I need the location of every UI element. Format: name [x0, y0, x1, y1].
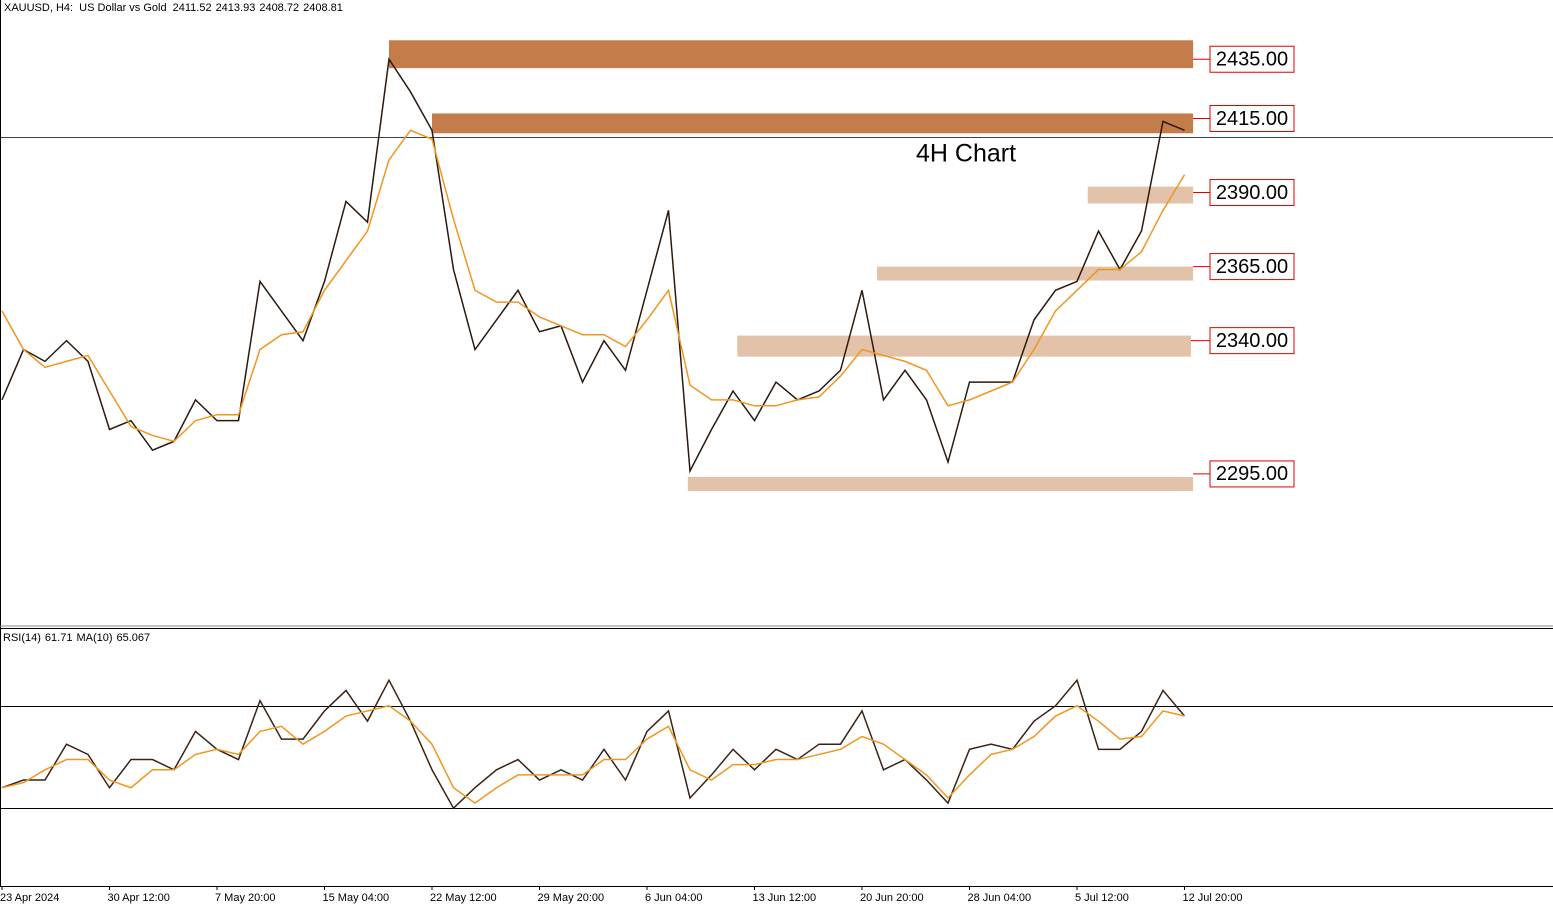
zone: [389, 40, 1194, 69]
annotation: 4H Chart: [916, 140, 1016, 168]
x-tick-label: 29 May 20:00: [538, 892, 605, 904]
rsi-header: RSI(14) 61.71 MA(10) 65.067: [3, 632, 150, 644]
level-label-box: [1209, 104, 1295, 132]
chart-title: XAUUSD, H4: US Dollar vs Gold: [4, 2, 167, 14]
level-label: 2340.00: [1216, 330, 1288, 352]
rsi-ma-value: 65.067: [117, 632, 151, 644]
zone: [687, 476, 1194, 492]
x-tick-label: 5 Jul 12:00: [1075, 892, 1129, 904]
zone: [737, 335, 1191, 357]
x-tick-label: 22 May 12:00: [430, 892, 497, 904]
chart-header: XAUUSD, H4: US Dollar vs Gold 2411.52 2413…: [4, 2, 343, 14]
x-tick-label: 23 Apr 2024: [0, 892, 59, 904]
series-line: [1, 57, 1185, 474]
zone: [877, 266, 1194, 281]
level-label-box: [1209, 460, 1295, 488]
level-label: 2365.00: [1216, 256, 1288, 278]
x-tick-label: 28 Jun 04:00: [968, 892, 1032, 904]
x-tick-label: 30 Apr 12:00: [108, 892, 170, 904]
level-label: 2295.00: [1216, 463, 1288, 485]
x-tick-label: 20 Jun 20:00: [860, 892, 924, 904]
series-line: [1, 129, 1186, 443]
ohlc-high: 2413.93: [216, 2, 256, 14]
rsi-title: RSI(14): [3, 632, 41, 644]
series-line: [1, 678, 1186, 810]
x-tick-label: 13 Jun 12:00: [753, 892, 817, 904]
level-label-box: [1209, 253, 1295, 281]
rsi-ma-label: MA(10): [76, 632, 112, 644]
ohlc-open: 2411.52: [173, 2, 212, 14]
level-label: 2390.00: [1216, 182, 1288, 204]
x-tick-label: 12 Jul 20:00: [1183, 892, 1243, 904]
x-tick-label: 15 May 04:00: [323, 892, 390, 904]
rsi-value: 61.71: [45, 632, 73, 644]
ohlc-low: 2408.72: [259, 2, 299, 14]
x-tick-label: 7 May 20:00: [215, 892, 276, 904]
zone: [432, 113, 1194, 134]
x-tick-label: 6 Jun 04:00: [645, 892, 703, 904]
level-label-box: [1209, 45, 1295, 73]
level-label-box: [1209, 327, 1295, 355]
zone: [1087, 186, 1194, 204]
ohlc-close: 2408.81: [303, 2, 343, 14]
level-label: 2435.00: [1216, 49, 1288, 71]
level-label-box: [1209, 179, 1295, 207]
level-label: 2415.00: [1216, 108, 1288, 130]
series-line: [1, 704, 1185, 805]
